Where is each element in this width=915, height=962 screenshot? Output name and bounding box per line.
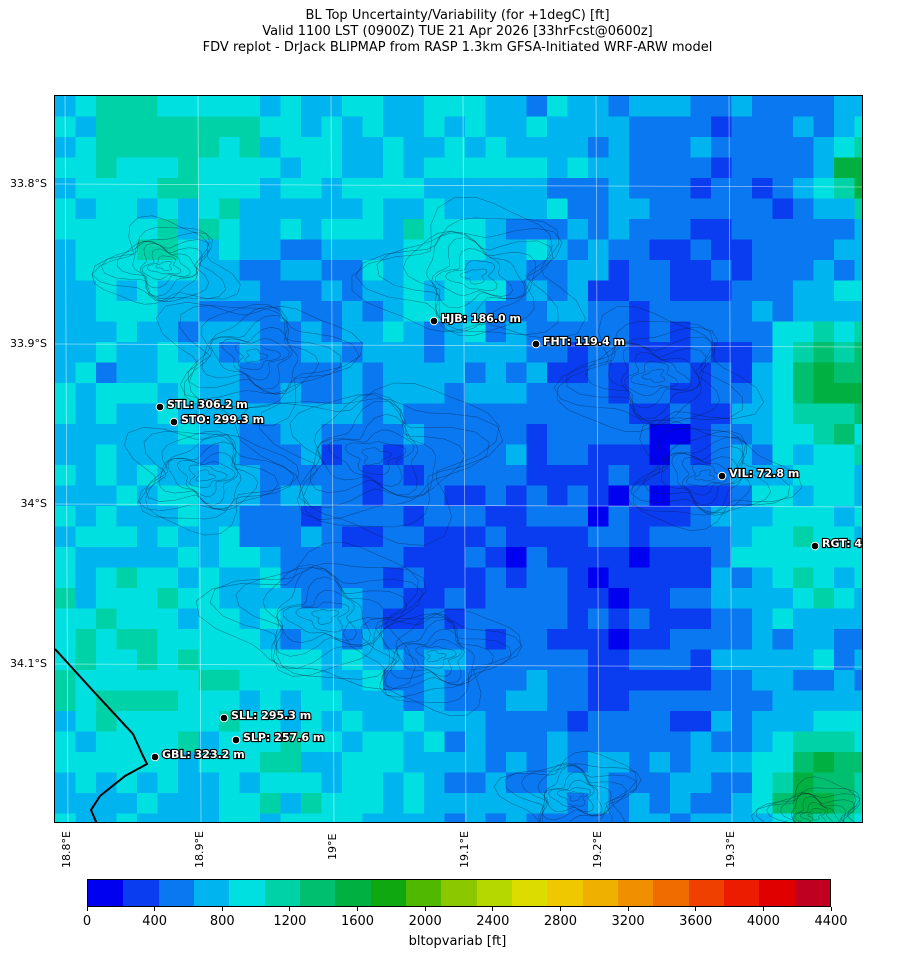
colorbar-tick-label: 3200: [611, 914, 645, 929]
colorbar-tick-label: 1600: [340, 914, 375, 929]
colorbar-tick: [492, 907, 494, 911]
colorbar-segment: [582, 880, 618, 906]
colorbar-segment: [370, 880, 406, 906]
colorbar-segment: [229, 880, 265, 906]
colorbar-segment: [405, 880, 442, 906]
colorbar-tick-label: 800: [209, 914, 235, 929]
terrain-contours: [91, 196, 861, 822]
colorbar-tick: [357, 907, 359, 911]
colorbar-tick-label: 1200: [273, 914, 307, 929]
colorbar-segment: [476, 880, 512, 906]
station-marker: [717, 471, 727, 481]
map-panel: HJB: 186.0 m FHT: 119.4 m STL: 306.2 m STO:…: [54, 95, 863, 823]
colorbar-segment: [794, 880, 830, 906]
lat-tick-34-1: 34.1°S: [10, 657, 47, 670]
lon-tick-19-3: 19.3°E: [724, 831, 737, 868]
colorbar-title: bltopvariab [ft]: [408, 934, 507, 949]
station-label: SLL: 295.3 m: [231, 709, 311, 722]
colorbar-tick-label: 2400: [476, 914, 510, 929]
colorbar-tick: [221, 907, 223, 911]
colorbar-tick: [695, 907, 697, 911]
title-line-1: BL Top Uncertainty/Variability (for +1de…: [305, 8, 610, 23]
station-marker: [155, 402, 165, 412]
colorbar-tick: [559, 907, 561, 911]
station-vil: VIL: 72.8 m: [717, 466, 800, 481]
lat-tick-33-8: 33.8°S: [10, 177, 47, 190]
station-marker: [531, 339, 541, 349]
map-canvas: HJB: 186.0 m FHT: 119.4 m STL: 306.2 m STO:…: [55, 96, 863, 822]
variability-grid: [55, 96, 862, 822]
colorbar-segment: [723, 880, 760, 906]
station-hjb: HJB: 186.0 m: [429, 311, 522, 326]
lon-tick-19-1: 19.1°E: [458, 831, 471, 868]
station-label: RGT: 407.6 m: [822, 537, 863, 550]
colorbar-segment: [158, 880, 194, 906]
station-marker: [219, 713, 229, 723]
colorbar-segment: [299, 880, 336, 906]
colorbar-segment: [335, 880, 371, 906]
station-marker: [429, 316, 439, 326]
colorbar-tick: [627, 907, 629, 911]
station-marker: [150, 752, 160, 762]
colorbar: [87, 879, 831, 907]
colorbar-segment: [511, 880, 548, 906]
colorbar-tick-label: 3600: [679, 914, 713, 929]
station-slp: SLP: 257.6 m: [231, 730, 325, 745]
colorbar-tick: [154, 907, 156, 911]
station-label: VIL: 72.8 m: [729, 467, 799, 480]
station-label: FHT: 119.4 m: [543, 335, 625, 348]
colorbar-segment: [193, 880, 230, 906]
lon-tick-18-9: 18.9°E: [193, 831, 206, 868]
station-marker: [231, 735, 241, 745]
station-label: STO: 299.3 m: [181, 413, 264, 426]
station-stl: STL: 306.2 m: [155, 397, 249, 412]
colorbar-tick-label: 2800: [543, 914, 577, 929]
colorbar-segment: [123, 880, 159, 906]
graticule: [55, 96, 862, 822]
station-sto: STO: 299.3 m: [169, 412, 265, 427]
station-marker: [810, 541, 820, 551]
station-gbl: GBL: 323.2 m: [150, 747, 246, 762]
colorbar-tick-label: 4000: [746, 914, 780, 929]
station-fht: FHT: 119.4 m: [531, 334, 626, 349]
colorbar-segment: [441, 880, 477, 906]
lat-tick-33-9: 33.9°S: [10, 337, 47, 350]
colorbar-tick-label: 0: [82, 914, 92, 929]
lat-tick-34-0: 34°S: [20, 497, 47, 510]
colorbar-tick-label: 400: [142, 914, 168, 929]
colorbar-tick: [424, 907, 426, 911]
lon-tick-19-0: 19°E: [326, 833, 339, 860]
colorbar-tick: [86, 907, 88, 911]
station-markers: HJB: 186.0 m FHT: 119.4 m STL: 306.2 m STO:…: [150, 311, 863, 762]
colorbar-segment: [759, 880, 795, 906]
colorbar-segment: [264, 880, 300, 906]
station-label: HJB: 186.0 m: [441, 312, 521, 325]
colorbar-segment: [688, 880, 724, 906]
station-sll: SLL: 295.3 m: [219, 708, 312, 723]
title-line-3: FDV replot - DrJack BLIPMAP from RASP 1.…: [202, 40, 713, 55]
colorbar-tick-label: 2000: [408, 914, 442, 929]
colorbar-segment: [88, 880, 124, 906]
colorbar-segment: [547, 880, 583, 906]
station-rgt: RGT: 407.6 m: [810, 536, 863, 551]
colorbar-segment: [617, 880, 654, 906]
colorbar-segment: [653, 880, 689, 906]
lon-tick-19-2: 19.2°E: [591, 831, 604, 868]
lon-tick-18-8: 18.8°E: [60, 831, 73, 868]
title-line-2: Valid 1100 LST (0900Z) TUE 21 Apr 2026 […: [262, 24, 653, 39]
station-marker: [169, 417, 179, 427]
station-label: STL: 306.2 m: [167, 398, 248, 411]
colorbar-tick: [762, 907, 764, 911]
station-label: GBL: 323.2 m: [162, 748, 245, 761]
colorbar-tick-label: 4400: [814, 914, 848, 929]
colorbar-tick: [830, 907, 832, 911]
coastline: [55, 648, 149, 822]
colorbar-tick: [289, 907, 291, 911]
station-label: SLP: 257.6 m: [243, 731, 324, 744]
